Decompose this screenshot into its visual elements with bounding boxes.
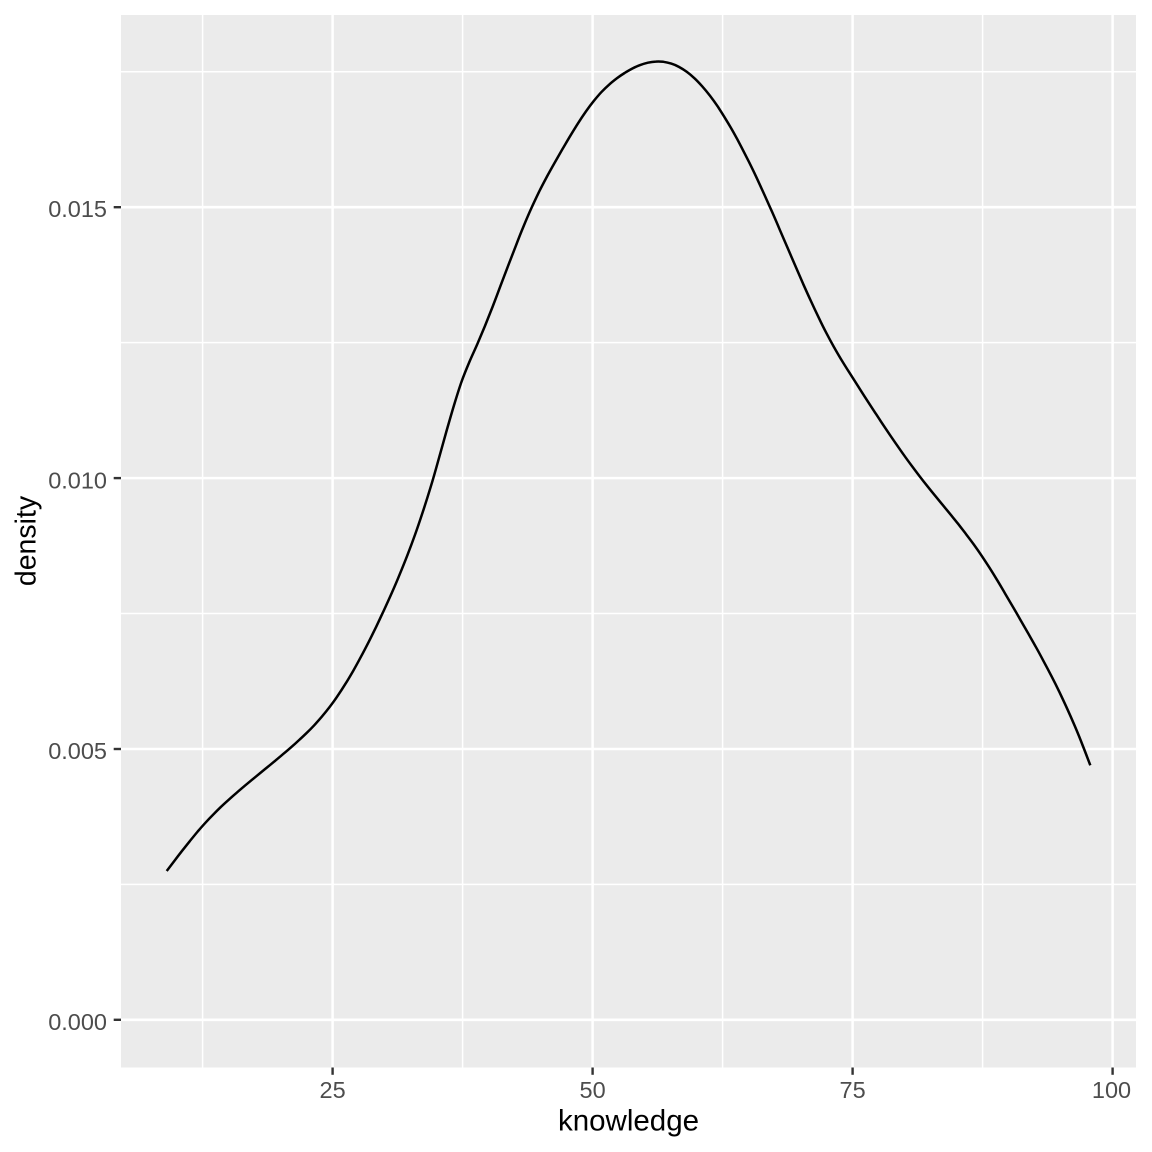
svg-text:0.005: 0.005 bbox=[48, 738, 107, 764]
svg-text:25: 25 bbox=[320, 1077, 346, 1103]
svg-text:100: 100 bbox=[1092, 1077, 1131, 1103]
svg-text:75: 75 bbox=[840, 1077, 866, 1103]
svg-text:knowledge: knowledge bbox=[558, 1105, 699, 1138]
svg-text:0.010: 0.010 bbox=[48, 467, 107, 493]
svg-text:density: density bbox=[11, 495, 43, 586]
svg-text:0.000: 0.000 bbox=[48, 1009, 107, 1035]
svg-text:50: 50 bbox=[580, 1077, 606, 1103]
svg-text:0.015: 0.015 bbox=[48, 196, 107, 222]
